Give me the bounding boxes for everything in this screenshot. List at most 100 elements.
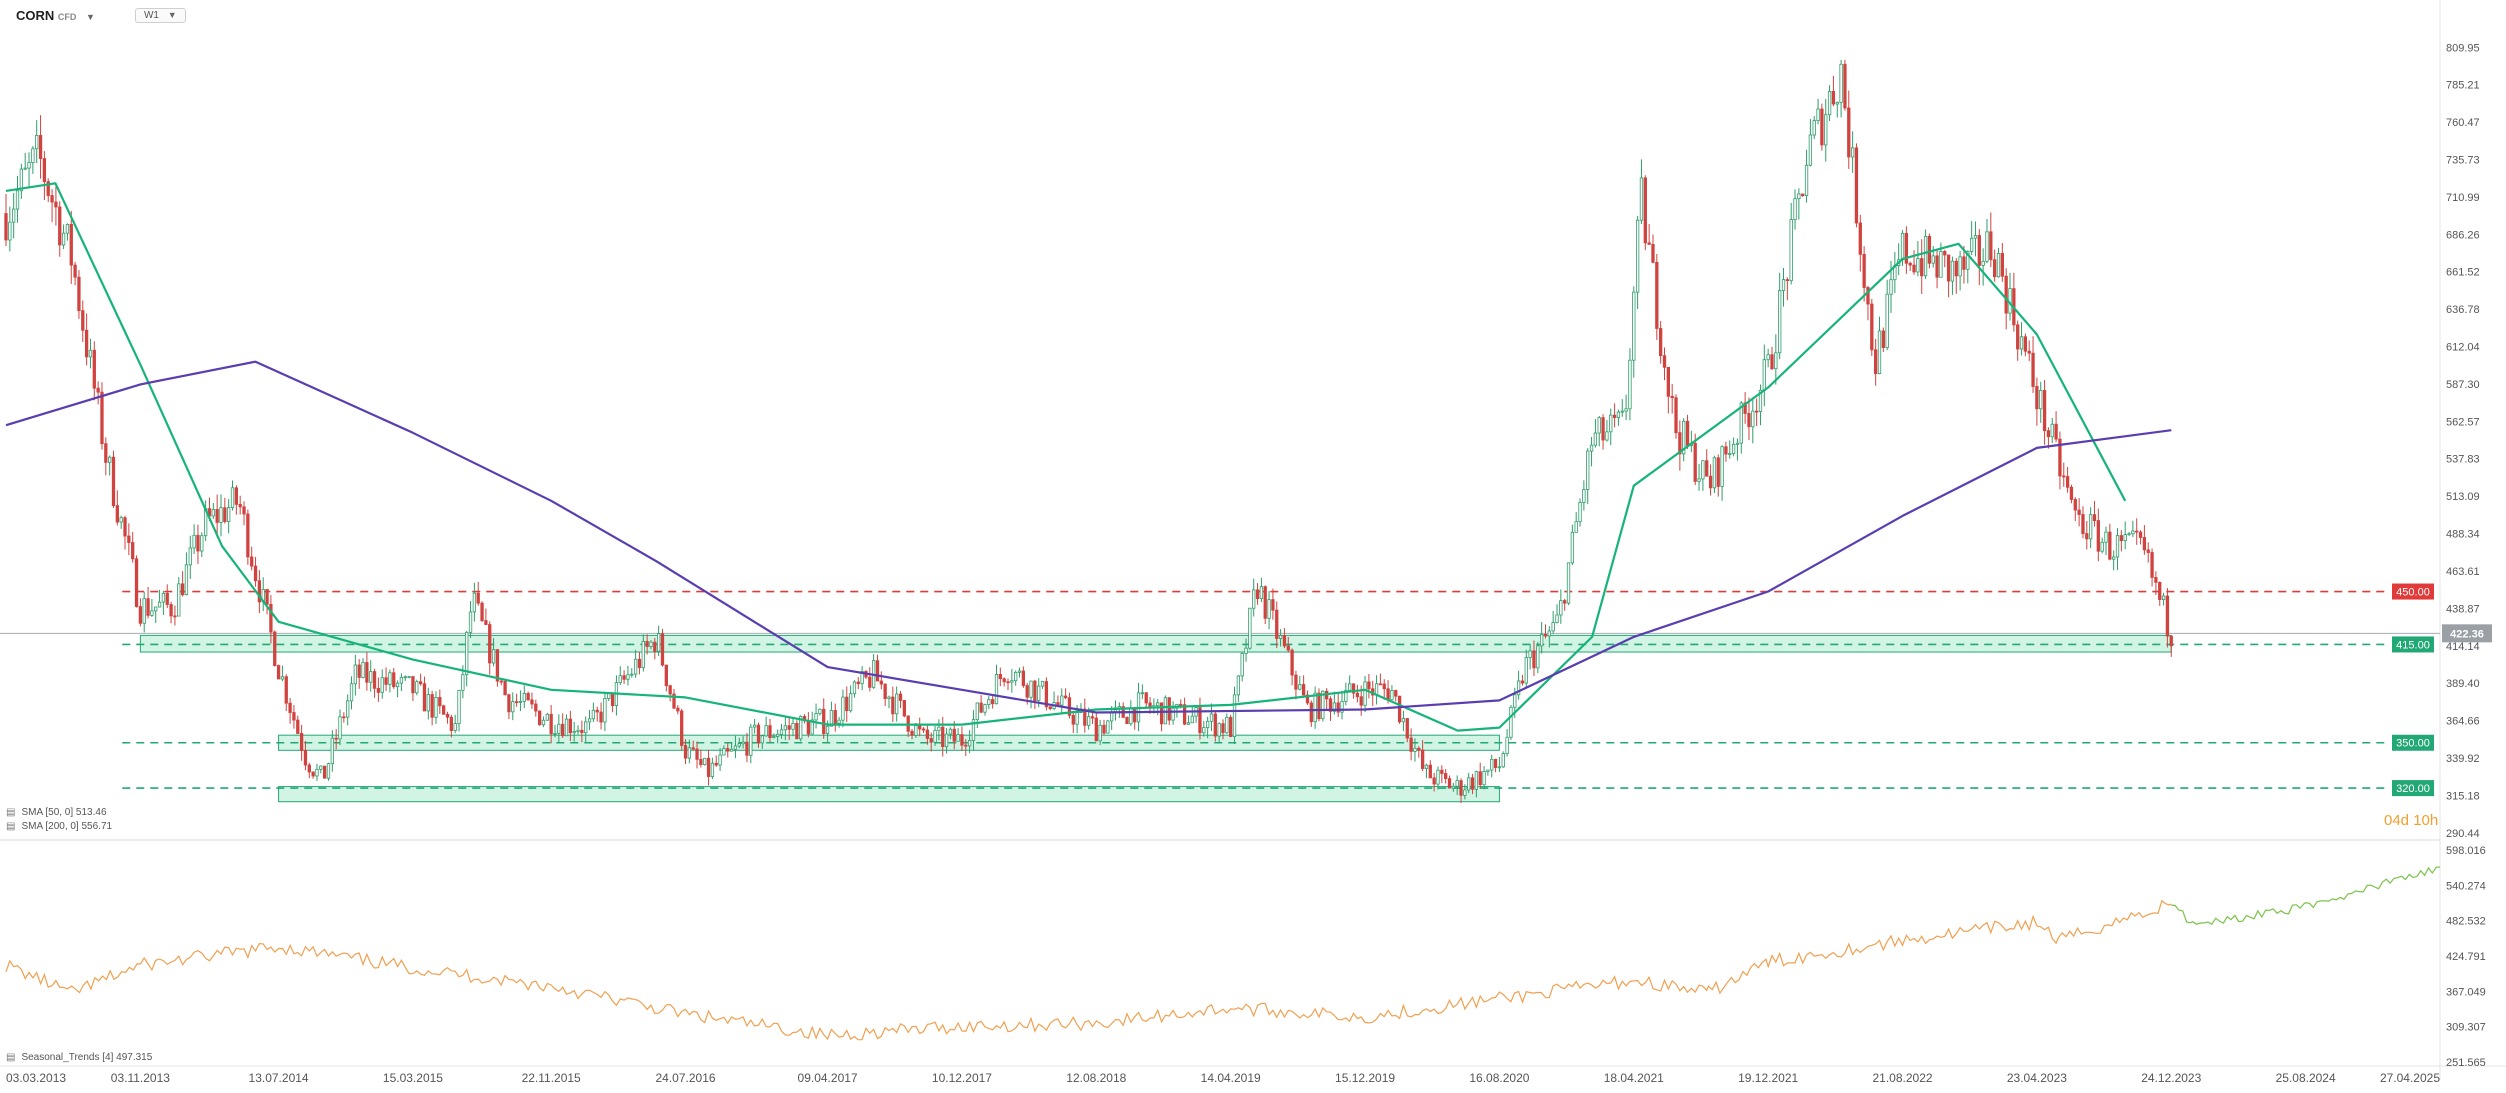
candle[interactable] xyxy=(591,709,596,720)
candle[interactable] xyxy=(1774,352,1778,370)
candle[interactable] xyxy=(2000,252,2004,277)
candle[interactable] xyxy=(530,699,534,705)
candle[interactable] xyxy=(150,610,154,616)
candle[interactable] xyxy=(1778,290,1782,354)
candle[interactable] xyxy=(2169,635,2173,647)
candle[interactable] xyxy=(1593,432,1598,446)
candle[interactable] xyxy=(2150,552,2154,578)
candle[interactable] xyxy=(242,506,246,515)
candle[interactable] xyxy=(522,693,526,702)
candle[interactable] xyxy=(19,168,24,192)
candle[interactable] xyxy=(695,748,699,760)
candle[interactable] xyxy=(42,158,47,183)
candle[interactable] xyxy=(438,696,442,707)
candle[interactable] xyxy=(1751,410,1755,428)
candle[interactable] xyxy=(1993,259,1997,278)
candle[interactable] xyxy=(468,611,473,633)
candle[interactable] xyxy=(1424,764,1429,769)
candle[interactable] xyxy=(710,762,715,777)
candle[interactable] xyxy=(1950,260,1955,282)
candle[interactable] xyxy=(1605,431,1609,441)
candle[interactable] xyxy=(1651,244,1655,263)
candle[interactable] xyxy=(127,535,131,543)
candle[interactable] xyxy=(426,694,430,712)
candle[interactable] xyxy=(1758,389,1763,412)
candle[interactable] xyxy=(1263,586,1267,619)
candle[interactable] xyxy=(84,329,89,358)
candle[interactable] xyxy=(952,728,956,742)
candle[interactable] xyxy=(227,507,231,522)
candle[interactable] xyxy=(1927,235,1932,264)
candle[interactable] xyxy=(2031,352,2035,387)
candle[interactable] xyxy=(1063,695,1068,699)
candle[interactable] xyxy=(626,674,630,680)
candle[interactable] xyxy=(895,693,899,715)
candle[interactable] xyxy=(65,224,70,234)
candle[interactable] xyxy=(1029,680,1033,698)
candle[interactable] xyxy=(111,456,116,506)
candle[interactable] xyxy=(2065,476,2070,488)
candle[interactable] xyxy=(806,720,811,735)
candle[interactable] xyxy=(1920,258,1924,277)
candle[interactable] xyxy=(1305,694,1310,704)
candle[interactable] xyxy=(1397,695,1402,723)
sma50-line[interactable] xyxy=(5,182,2127,732)
candle[interactable] xyxy=(15,190,20,210)
candle[interactable] xyxy=(1670,395,1674,399)
candle[interactable] xyxy=(868,676,872,688)
candle[interactable] xyxy=(1244,647,1248,654)
candle[interactable] xyxy=(1647,242,1651,245)
candle[interactable] xyxy=(1616,411,1621,418)
candle[interactable] xyxy=(1182,704,1187,725)
candle[interactable] xyxy=(1969,237,1974,252)
candle[interactable] xyxy=(58,206,62,246)
candle[interactable] xyxy=(361,662,365,678)
candle[interactable] xyxy=(1497,766,1502,769)
candle[interactable] xyxy=(1824,114,1828,146)
candle[interactable] xyxy=(1221,723,1225,734)
candle[interactable] xyxy=(61,232,66,246)
candle[interactable] xyxy=(211,509,215,517)
candle[interactable] xyxy=(342,716,346,719)
candle[interactable] xyxy=(1843,63,1847,109)
candle[interactable] xyxy=(1048,706,1052,709)
candle[interactable] xyxy=(537,710,542,726)
candle[interactable] xyxy=(1455,780,1459,787)
candle[interactable] xyxy=(1474,771,1479,790)
candle[interactable] xyxy=(514,701,519,704)
candle[interactable] xyxy=(1923,235,1928,277)
candle[interactable] xyxy=(119,517,123,523)
candle[interactable] xyxy=(1213,713,1217,737)
candle[interactable] xyxy=(726,748,730,752)
candle[interactable] xyxy=(568,718,572,734)
candle[interactable] xyxy=(1348,683,1352,691)
candle[interactable] xyxy=(706,757,711,777)
candle[interactable] xyxy=(1935,255,1939,278)
candle[interactable] xyxy=(319,765,323,770)
candle[interactable] xyxy=(230,487,235,509)
candle[interactable] xyxy=(1789,219,1793,282)
candle[interactable] xyxy=(511,701,515,713)
candle[interactable] xyxy=(169,604,173,617)
candle[interactable] xyxy=(691,747,695,750)
candle[interactable] xyxy=(760,735,764,744)
candle[interactable] xyxy=(518,700,523,703)
candle[interactable] xyxy=(161,592,166,603)
candle[interactable] xyxy=(1850,147,1855,158)
candle[interactable] xyxy=(1232,694,1237,737)
candle[interactable] xyxy=(887,696,891,700)
candle[interactable] xyxy=(1551,622,1555,632)
candle[interactable] xyxy=(2158,581,2162,600)
candle[interactable] xyxy=(914,725,918,736)
candle[interactable] xyxy=(1390,690,1394,701)
candle[interactable] xyxy=(657,633,661,652)
candle[interactable] xyxy=(1278,635,1283,639)
candle[interactable] xyxy=(1313,692,1317,723)
candle[interactable] xyxy=(1958,256,1962,277)
candle[interactable] xyxy=(1820,108,1824,146)
candle[interactable] xyxy=(1943,251,1947,256)
candle[interactable] xyxy=(415,681,419,694)
legend-sma200[interactable]: ▤ SMA [200, 0] 556.71 xyxy=(6,821,112,832)
candle[interactable] xyxy=(108,456,112,463)
candle[interactable] xyxy=(2035,386,2039,410)
